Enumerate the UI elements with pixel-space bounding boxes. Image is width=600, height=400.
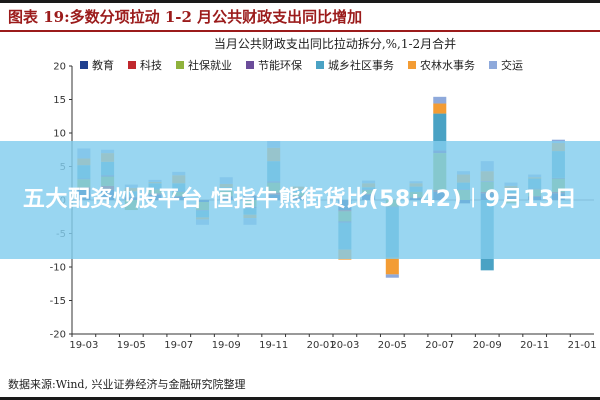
x-tick-label: 20-11 [520,340,549,351]
legend-item: 社保就业 [176,58,232,72]
bar-segment [385,274,399,278]
x-tick-label: 20-09 [473,340,502,351]
x-tick-label: 21-01 [568,340,597,351]
legend-item: 农林水事务 [408,58,475,72]
overlay-banner: 五大配资炒股平台 恒指牛熊街货比(58:42)︱9月13日 [0,141,600,259]
chart-legend: 教育 科技 社保就业 节能环保 城乡社区事务 农林水事务 交运 [80,58,523,72]
bar-segment [433,103,447,114]
y-tick-label: 10 [53,129,66,140]
legend-swatch [489,61,497,69]
legend-swatch [316,61,324,69]
y-tick-label: -20 [50,330,66,341]
legend-item: 教育 [80,58,114,72]
x-tick-label: 19-05 [117,340,146,351]
bottom-rule [0,397,600,400]
title-rule [0,30,600,32]
x-tick-label: 19-11 [259,340,288,351]
data-source-note: 数据来源:Wind, 兴业证券经济与金融研究院整理 [8,378,246,391]
legend-item: 交运 [489,58,523,72]
banner-text: 五大配资炒股平台 恒指牛熊街货比(58:42)︱9月13日 [22,187,578,212]
legend-swatch [408,61,416,69]
legend-label: 社保就业 [188,58,232,72]
figure-title: 图表 19:多数分项拉动 1-2 月公共财政支出同比增加 [8,8,363,26]
legend-swatch [128,61,136,69]
y-tick-label: -10 [50,263,66,274]
x-tick-label: 20-05 [378,340,407,351]
legend-label: 农林水事务 [420,58,475,72]
x-tick-label: 19-07 [164,340,193,351]
legend-label: 教育 [92,58,114,72]
bar-segment [433,96,447,104]
legend-label: 科技 [140,58,162,72]
x-tick-label: 19-03 [69,340,98,351]
x-tick-label: 20-07 [425,340,454,351]
y-tick-label: 15 [53,95,66,106]
y-tick-label: -15 [50,296,66,307]
bar-segment [385,257,399,275]
y-tick-label: 20 [53,62,66,73]
legend-label: 节能环保 [258,58,302,72]
legend-swatch [80,61,88,69]
legend-swatch [246,61,254,69]
legend-swatch [176,61,184,69]
legend-label: 城乡社区事务 [328,58,394,72]
legend-item: 节能环保 [246,58,302,72]
chart-subtitle: 当月公共财政支出同比拉动拆分,%,1-2月合并 [214,36,456,51]
x-tick-label: 20-03 [330,340,359,351]
x-tick-label: 20-01 [307,340,336,351]
legend-label: 交运 [501,58,523,72]
legend-item: 城乡社区事务 [316,58,394,72]
x-tick-label: 19-09 [212,340,241,351]
top-rule [0,0,600,3]
legend-item: 科技 [128,58,162,72]
